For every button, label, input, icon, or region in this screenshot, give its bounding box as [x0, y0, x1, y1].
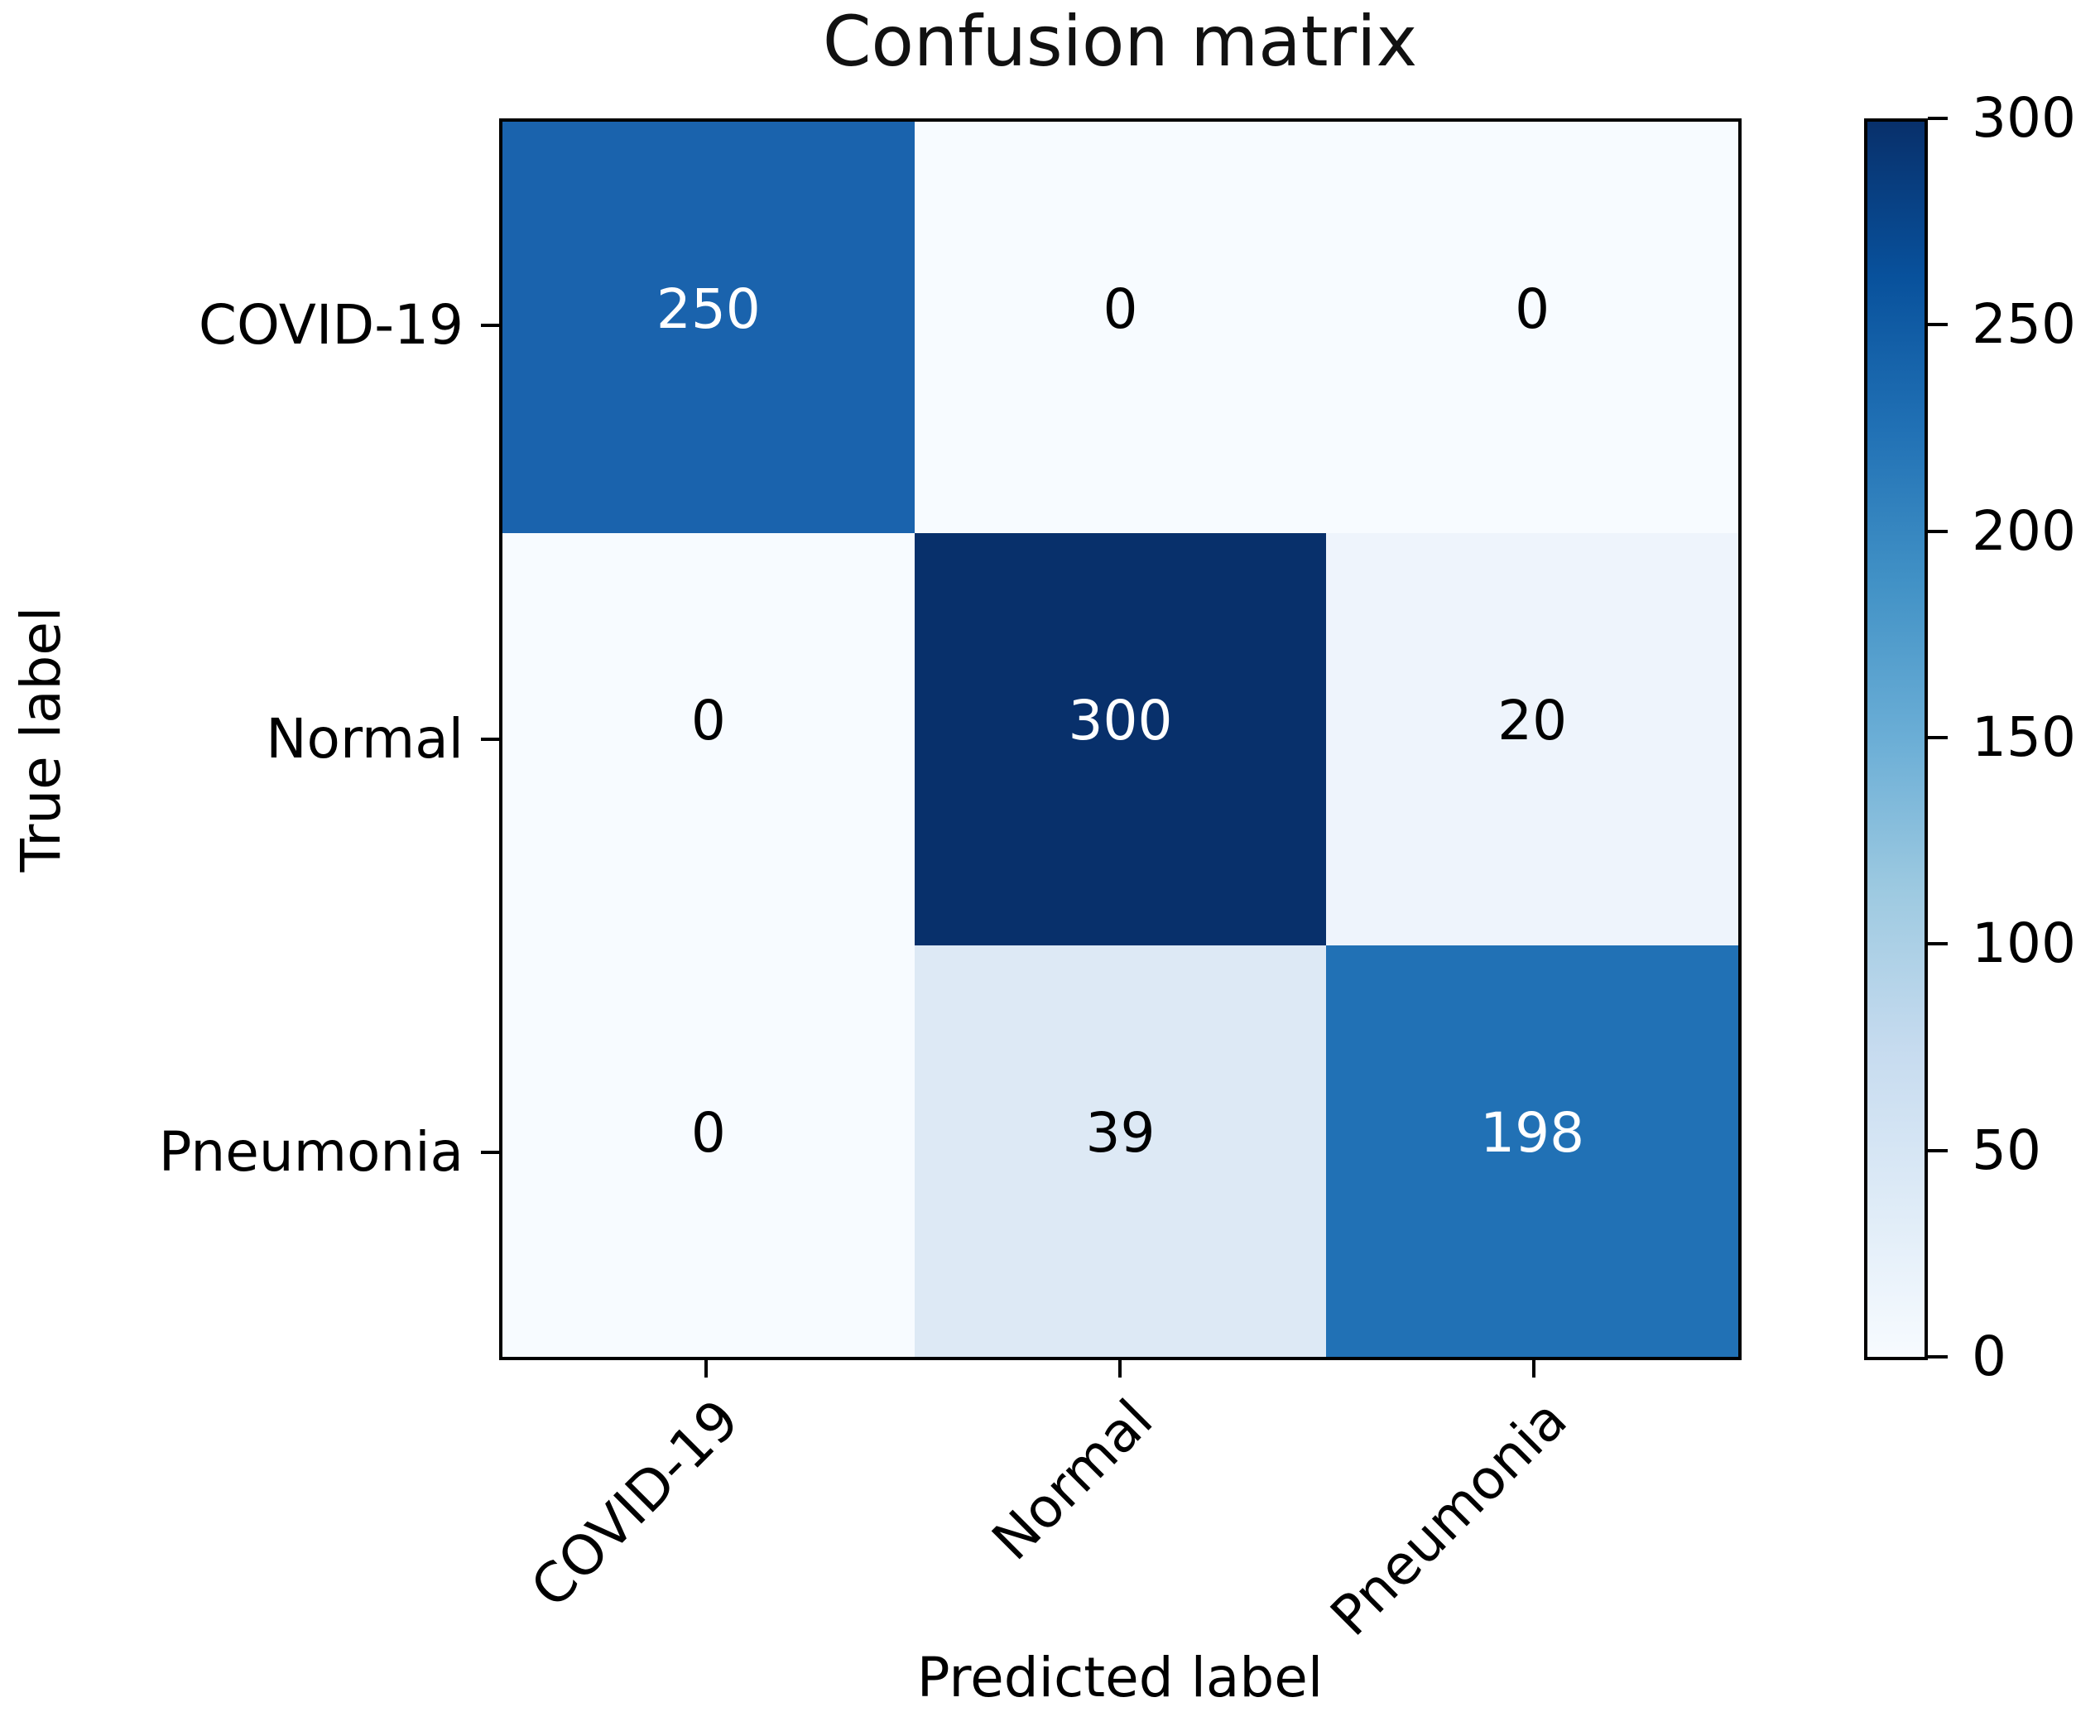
cell-value: 0 [1515, 277, 1550, 342]
cell-value: 198 [1480, 1100, 1585, 1165]
colorbar-tick-mark [1928, 530, 1948, 533]
y-tick-label: COVID-19 [198, 293, 464, 357]
x-tick-mark [1118, 1359, 1122, 1378]
matrix-cell: 20 [1326, 533, 1738, 945]
colorbar-tick-label: 250 [1972, 292, 2076, 356]
y-tick-label: Normal [266, 707, 464, 771]
colorbar-tick-label: 50 [1972, 1118, 2041, 1182]
matrix-cell: 0 [502, 945, 915, 1357]
cell-value: 39 [1085, 1100, 1156, 1165]
matrix-cell: 0 [502, 533, 915, 945]
cell-value: 20 [1497, 689, 1568, 753]
matrix-cell: 39 [914, 945, 1327, 1357]
heatmap-plot-area: 250 0 0 0 300 20 0 39 198 [499, 118, 1742, 1360]
x-tick-mark [1532, 1359, 1535, 1378]
colorbar-tick-label: 100 [1972, 911, 2076, 975]
colorbar-tick-mark [1928, 323, 1948, 326]
y-axis-title: True label [9, 606, 73, 873]
y-tick-mark [481, 324, 499, 327]
y-tick-label: Pneumonia [158, 1120, 464, 1184]
colorbar-tick-mark [1928, 117, 1948, 120]
colorbar-gradient [1864, 118, 1928, 1360]
cell-value: 0 [1103, 277, 1138, 342]
x-tick-label: Normal [980, 1387, 1165, 1573]
cell-value: 250 [656, 277, 761, 342]
y-tick-mark [481, 738, 499, 741]
x-tick-mark [704, 1359, 708, 1378]
colorbar-tick-label: 0 [1972, 1325, 2006, 1388]
colorbar-tick-mark [1928, 942, 1948, 945]
colorbar-tick-label: 300 [1972, 86, 2076, 150]
matrix-cell: 0 [914, 122, 1327, 534]
colorbar-tick-mark [1928, 1355, 1948, 1359]
x-tick-label: Pneumonia [1318, 1387, 1579, 1648]
cell-value: 300 [1068, 689, 1173, 753]
cell-value: 0 [690, 689, 726, 753]
colorbar-tick-label: 150 [1972, 705, 2076, 769]
matrix-cell: 0 [1326, 122, 1738, 534]
colorbar-tick-label: 200 [1972, 499, 2076, 563]
x-axis-title: Predicted label [916, 1646, 1324, 1710]
y-tick-mark [481, 1151, 499, 1154]
matrix-cell: 300 [914, 533, 1327, 945]
colorbar-tick-mark [1928, 736, 1948, 739]
x-tick-label: COVID-19 [518, 1387, 752, 1620]
matrix-cell: 250 [502, 122, 915, 534]
matrix-cell: 198 [1326, 945, 1738, 1357]
cell-value: 0 [690, 1100, 726, 1165]
chart-title: Confusion matrix [822, 1, 1418, 82]
colorbar-tick-mark [1928, 1149, 1948, 1152]
